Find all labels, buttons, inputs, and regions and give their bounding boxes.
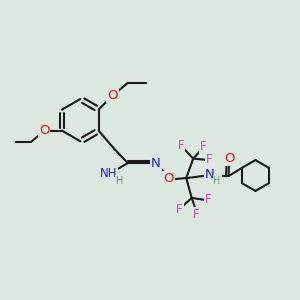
Text: F: F (194, 208, 200, 220)
Text: NH: NH (100, 167, 117, 180)
Text: N: N (151, 157, 160, 169)
Text: F: F (176, 202, 183, 216)
Text: O: O (224, 152, 234, 165)
Text: H: H (213, 176, 221, 186)
Text: N: N (205, 168, 214, 181)
Text: O: O (107, 89, 118, 102)
Text: F: F (206, 153, 213, 166)
Text: F: F (205, 194, 211, 206)
Text: F: F (200, 140, 207, 153)
Text: F: F (177, 139, 184, 152)
Text: O: O (39, 124, 49, 137)
Text: O: O (163, 172, 174, 185)
Text: H: H (116, 176, 123, 186)
